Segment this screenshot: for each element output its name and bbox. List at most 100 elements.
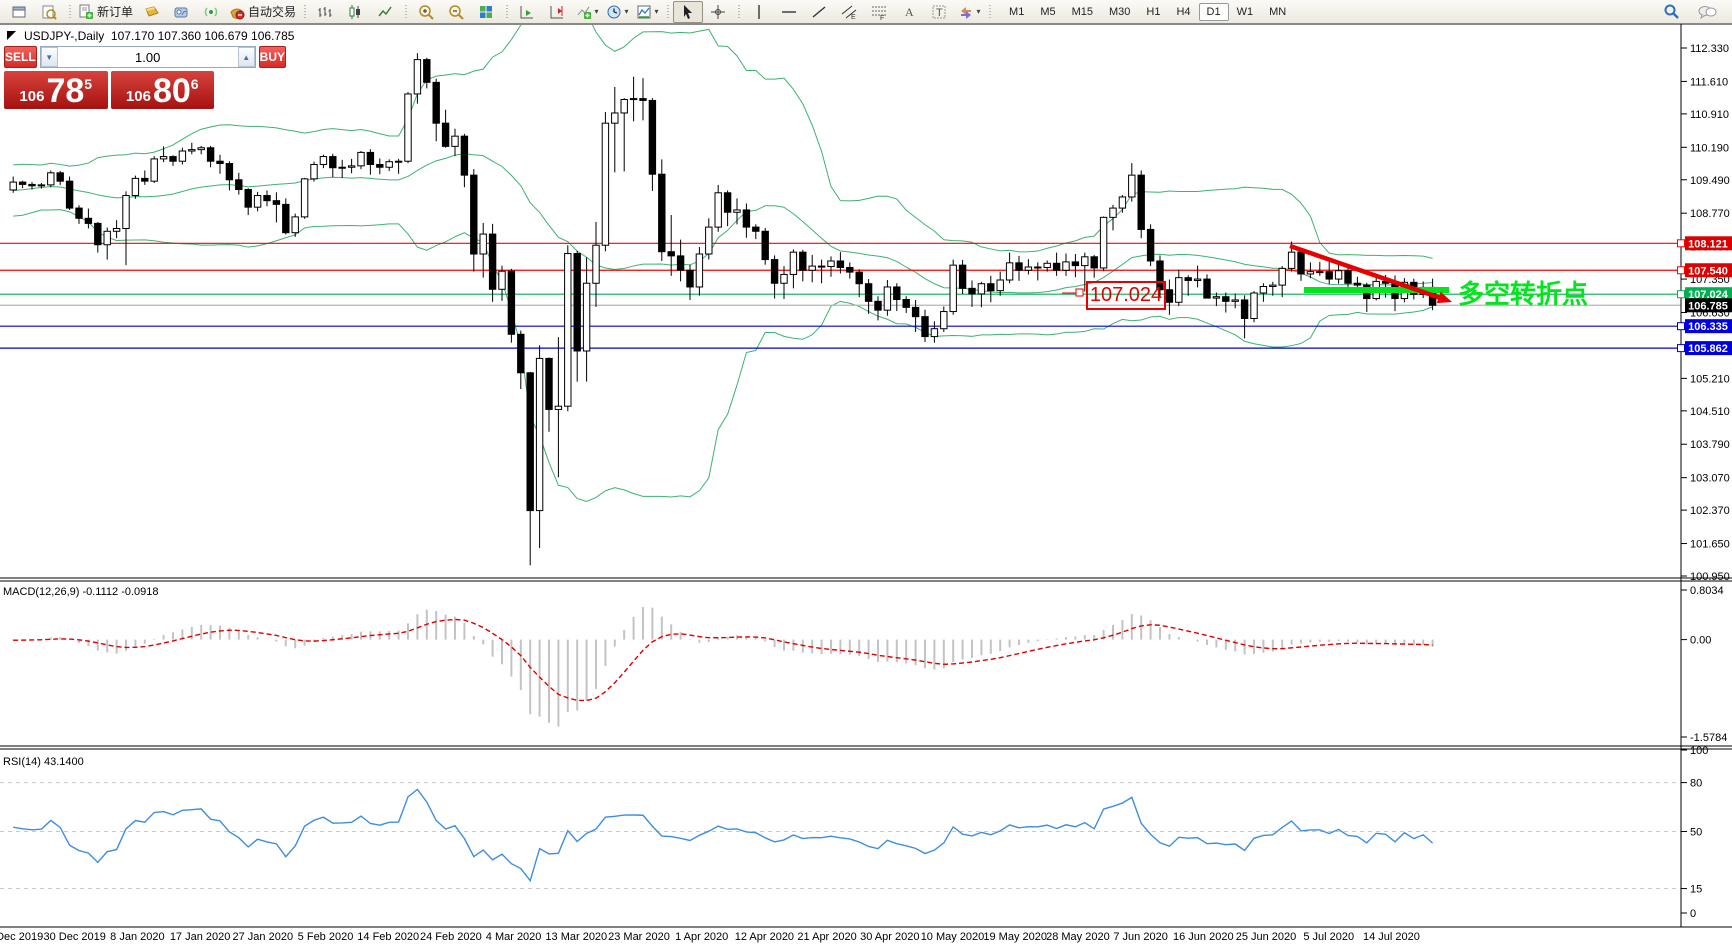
svg-text:105.862: 105.862	[1688, 343, 1728, 355]
svg-text:106.335: 106.335	[1688, 321, 1728, 333]
templates-button[interactable]: ▾	[632, 1, 662, 23]
svg-text:112.330: 112.330	[1690, 43, 1729, 55]
svg-text:23 Mar 2020: 23 Mar 2020	[608, 931, 670, 943]
buy-button[interactable]: BUY	[258, 46, 287, 68]
buy-price-point: 6	[190, 76, 199, 92]
chart-annotations[interactable]	[1062, 243, 1452, 304]
fibonacci-tool[interactable]: F	[864, 1, 894, 23]
rsi-panel	[0, 782, 1681, 890]
bollinger-bands	[13, 25, 1433, 503]
bar-chart-icon[interactable]	[310, 1, 340, 23]
svg-text:17 Jan 2020: 17 Jan 2020	[170, 931, 231, 943]
toolbar-separator	[664, 2, 672, 21]
svg-text:28 May 2020: 28 May 2020	[1046, 931, 1110, 943]
sell-button[interactable]: SELL	[4, 46, 37, 68]
timeframe-button-M5[interactable]: M5	[1040, 5, 1056, 18]
timeframe-button-W1[interactable]: W1	[1236, 5, 1254, 18]
turning-point-annotation[interactable]: 多空转折点	[1458, 279, 1589, 309]
toolbar-separator	[402, 2, 410, 21]
autotrading-button[interactable]: 自动交易	[226, 1, 299, 23]
line-chart-icon[interactable]	[370, 1, 400, 23]
svg-text:101.650: 101.650	[1690, 539, 1730, 551]
svg-text:20 Dec 2019: 20 Dec 2019	[0, 931, 43, 943]
chart-shift-icon[interactable]	[542, 1, 572, 23]
trendline-tool[interactable]	[804, 1, 834, 23]
timeframe-button-M30[interactable]: M30	[1109, 5, 1131, 18]
gold-icon[interactable]	[136, 1, 166, 23]
cursor-tool-button[interactable]	[673, 0, 704, 23]
timeframe-button-MN[interactable]: MN	[1269, 5, 1287, 18]
timeframe-button-M1[interactable]: M1	[1009, 5, 1025, 18]
chat-icon[interactable]	[1692, 1, 1722, 23]
macd-panel	[12, 607, 1434, 727]
volume-increase-button[interactable]: ▲	[237, 47, 255, 67]
sell-price-point: 5	[84, 76, 93, 92]
price-callout-box[interactable]: 107.024	[1086, 281, 1166, 310]
buy-price-box[interactable]: 106 80 6	[110, 71, 214, 109]
chart-title: USDJPY-,Daily 107.170 107.360 106.679 10…	[24, 29, 294, 43]
horizontal-line-tool[interactable]	[774, 1, 804, 23]
text-tool[interactable]: A	[894, 1, 924, 23]
price-badge	[1685, 287, 1732, 302]
chevron-down-icon: ▾	[654, 7, 659, 16]
svg-text:106.785: 106.785	[1688, 300, 1728, 312]
equidistant-channel-tool[interactable]: E	[834, 1, 864, 23]
zoom-in-icon[interactable]	[411, 1, 441, 23]
sell-price-box[interactable]: 106 78 5	[4, 71, 108, 109]
toolbar-separator	[986, 2, 994, 21]
svg-text:13 Mar 2020: 13 Mar 2020	[545, 931, 607, 943]
svg-text:30 Dec 2019: 30 Dec 2019	[44, 931, 106, 943]
svg-text:80: 80	[1690, 778, 1702, 790]
price-badge	[1685, 341, 1732, 356]
text-label-tool[interactable]: T	[924, 1, 954, 23]
svg-text:110.190: 110.190	[1690, 142, 1729, 154]
window-tile-icon[interactable]	[4, 1, 34, 23]
new-order-button[interactable]: 新订单	[75, 1, 136, 23]
zoom-out-icon[interactable]	[441, 1, 471, 23]
svg-text:0.8034: 0.8034	[1690, 585, 1724, 597]
timeframe-button-M15[interactable]: M15	[1071, 5, 1093, 18]
one-click-panel-toggle-icon[interactable]	[7, 31, 16, 40]
rsi-label: RSI(14) 43.1400	[3, 756, 84, 768]
signals-icon[interactable]	[196, 1, 226, 23]
svg-text:100.950: 100.950	[1690, 571, 1730, 583]
sell-price-figure: 106	[19, 88, 45, 105]
buy-price-figure: 106	[125, 88, 151, 105]
candlestick-chart-icon[interactable]	[340, 1, 370, 23]
chart-preview-icon[interactable]	[34, 1, 64, 23]
metaeditor-icon[interactable]	[166, 1, 196, 23]
auto-scroll-icon[interactable]	[512, 1, 542, 23]
search-icon[interactable]	[1656, 1, 1686, 23]
crosshair-tool-button[interactable]	[703, 1, 733, 23]
symbol-title: USDJPY-,Daily	[24, 29, 105, 43]
svg-text:0: 0	[1690, 908, 1696, 920]
svg-text:102.370: 102.370	[1690, 505, 1730, 517]
trend-arrow-line	[1289, 243, 1446, 302]
sell-price-pips: 78	[46, 72, 85, 110]
timeframe-button-D1[interactable]: D1	[1198, 2, 1229, 21]
tile-windows-icon[interactable]	[471, 1, 501, 23]
svg-text:25 Jun 2020: 25 Jun 2020	[1236, 931, 1297, 943]
indicators-button[interactable]: ▾	[572, 1, 602, 23]
macd-label: MACD(12,26,9) -0.1112 -0.0918	[3, 586, 159, 598]
volume-decrease-button[interactable]: ▼	[40, 47, 58, 67]
svg-text:21 Apr 2020: 21 Apr 2020	[797, 931, 856, 943]
panel-separators[interactable]	[0, 24, 1732, 928]
svg-text:30 Apr 2020: 30 Apr 2020	[860, 931, 919, 943]
svg-text:104.510: 104.510	[1690, 406, 1730, 418]
svg-text:5 Feb 2020: 5 Feb 2020	[298, 931, 354, 943]
svg-text:105.210: 105.210	[1690, 373, 1730, 385]
volume-input[interactable]	[57, 48, 238, 66]
svg-text:24 Feb 2020: 24 Feb 2020	[420, 931, 482, 943]
svg-text:15: 15	[1690, 884, 1702, 896]
timeframe-button-H1[interactable]: H1	[1146, 5, 1161, 18]
timeframe-button-H4[interactable]: H4	[1176, 5, 1191, 18]
periods-button[interactable]: ▾	[602, 1, 632, 23]
arrows-tool-button[interactable]: ▾	[954, 1, 984, 23]
svg-text:107.024: 107.024	[1688, 289, 1729, 301]
vertical-line-tool[interactable]	[744, 1, 774, 23]
